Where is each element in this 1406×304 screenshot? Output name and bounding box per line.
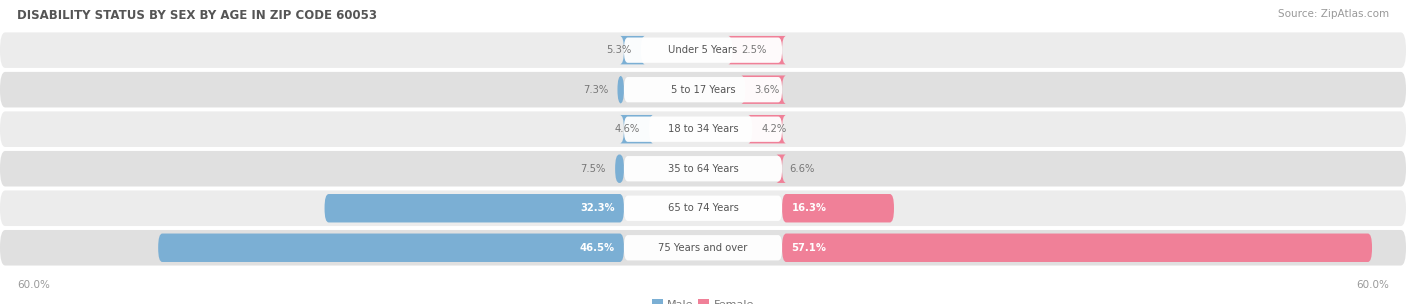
FancyBboxPatch shape [0, 72, 1406, 108]
FancyBboxPatch shape [624, 77, 782, 102]
Text: 32.3%: 32.3% [579, 203, 614, 213]
FancyBboxPatch shape [157, 233, 624, 262]
Text: 46.5%: 46.5% [579, 243, 614, 253]
Text: 35 to 64 Years: 35 to 64 Years [668, 164, 738, 174]
Text: 2.5%: 2.5% [742, 45, 768, 55]
Text: 4.2%: 4.2% [762, 124, 787, 134]
FancyBboxPatch shape [0, 190, 1406, 226]
FancyBboxPatch shape [624, 37, 782, 63]
Text: 16.3%: 16.3% [792, 203, 827, 213]
Text: 18 to 34 Years: 18 to 34 Years [668, 124, 738, 134]
FancyBboxPatch shape [748, 115, 786, 143]
FancyBboxPatch shape [624, 116, 782, 142]
FancyBboxPatch shape [728, 36, 786, 64]
Text: 75 Years and over: 75 Years and over [658, 243, 748, 253]
Text: 7.5%: 7.5% [581, 164, 606, 174]
Text: DISABILITY STATUS BY SEX BY AGE IN ZIP CODE 60053: DISABILITY STATUS BY SEX BY AGE IN ZIP C… [17, 9, 377, 22]
Text: 60.0%: 60.0% [17, 280, 49, 290]
FancyBboxPatch shape [325, 194, 624, 223]
FancyBboxPatch shape [0, 230, 1406, 266]
Text: 5.3%: 5.3% [606, 45, 631, 55]
FancyBboxPatch shape [624, 195, 782, 221]
FancyBboxPatch shape [616, 154, 624, 183]
FancyBboxPatch shape [0, 112, 1406, 147]
FancyBboxPatch shape [782, 233, 1372, 262]
Legend: Male, Female: Male, Female [647, 295, 759, 304]
Text: 60.0%: 60.0% [1357, 280, 1389, 290]
Text: Source: ZipAtlas.com: Source: ZipAtlas.com [1278, 9, 1389, 19]
FancyBboxPatch shape [620, 36, 645, 64]
Text: 65 to 74 Years: 65 to 74 Years [668, 203, 738, 213]
Text: 4.6%: 4.6% [614, 124, 640, 134]
Text: Under 5 Years: Under 5 Years [668, 45, 738, 55]
FancyBboxPatch shape [0, 33, 1406, 68]
Text: 5 to 17 Years: 5 to 17 Years [671, 85, 735, 95]
Text: 7.3%: 7.3% [583, 85, 609, 95]
Text: 57.1%: 57.1% [792, 243, 827, 253]
FancyBboxPatch shape [617, 75, 624, 104]
FancyBboxPatch shape [776, 154, 786, 183]
FancyBboxPatch shape [620, 115, 654, 143]
FancyBboxPatch shape [624, 235, 782, 261]
Text: 3.6%: 3.6% [755, 85, 780, 95]
FancyBboxPatch shape [624, 156, 782, 181]
FancyBboxPatch shape [0, 151, 1406, 186]
FancyBboxPatch shape [782, 194, 894, 223]
FancyBboxPatch shape [741, 75, 786, 104]
Text: 6.6%: 6.6% [790, 164, 815, 174]
